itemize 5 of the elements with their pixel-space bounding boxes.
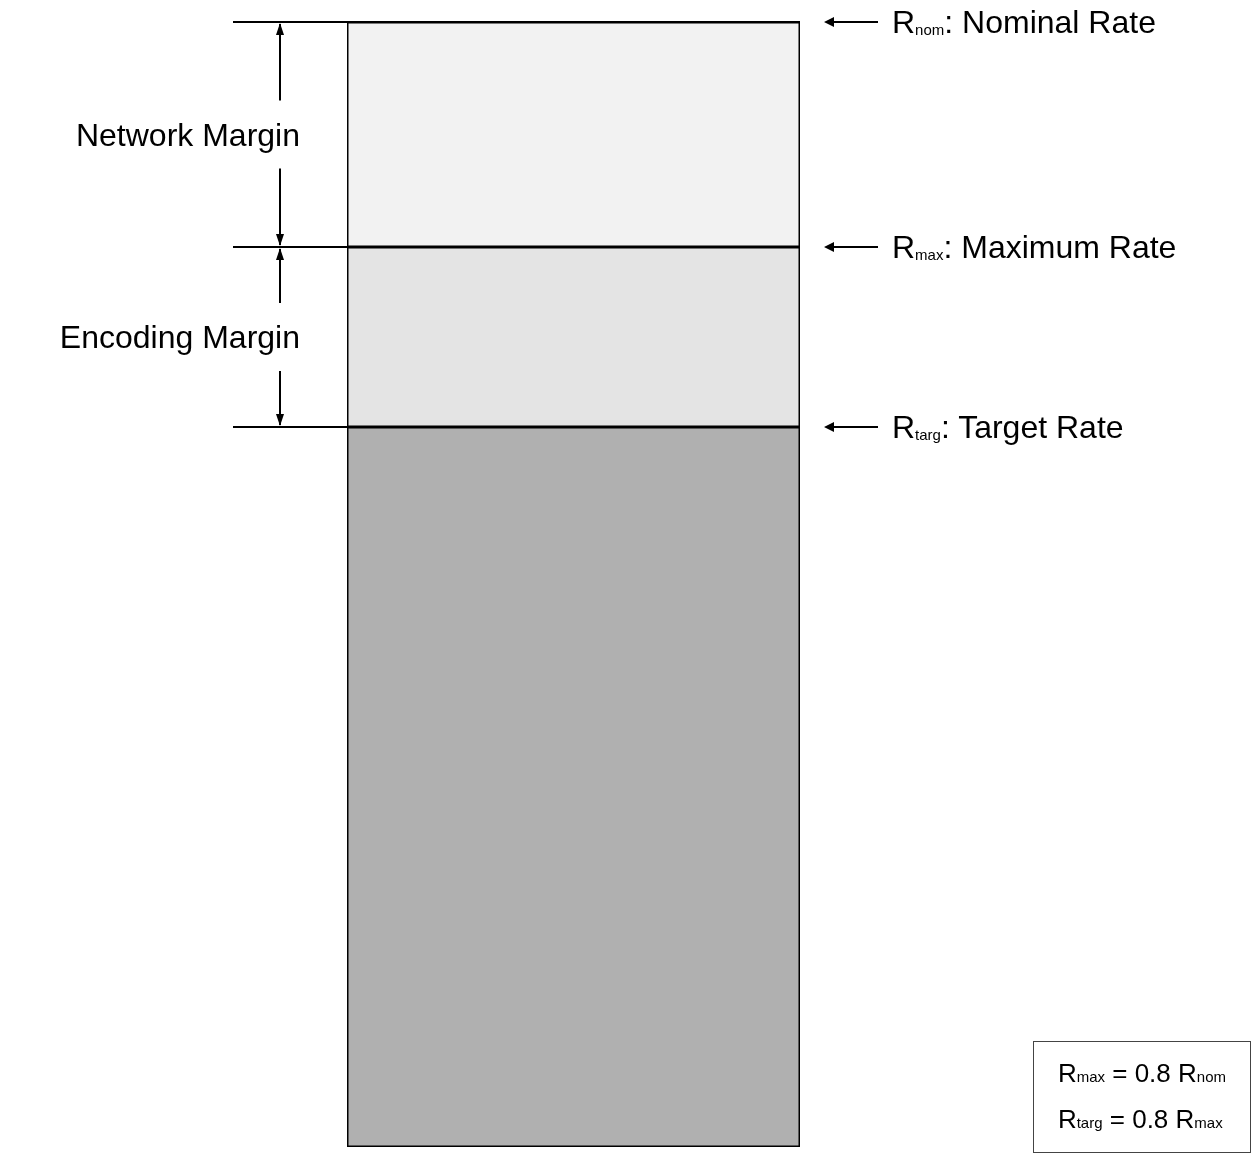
series-label: Encoding Margin <box>59 319 300 355</box>
ref-line-label: Rmax: Maximum Rate <box>892 229 1177 265</box>
ref-line-label: Rnom: Nominal Rate <box>892 4 1156 40</box>
series-label: Network Margin <box>75 116 300 153</box>
ref-line-label: Rtarg: Target Rate <box>892 409 1124 445</box>
